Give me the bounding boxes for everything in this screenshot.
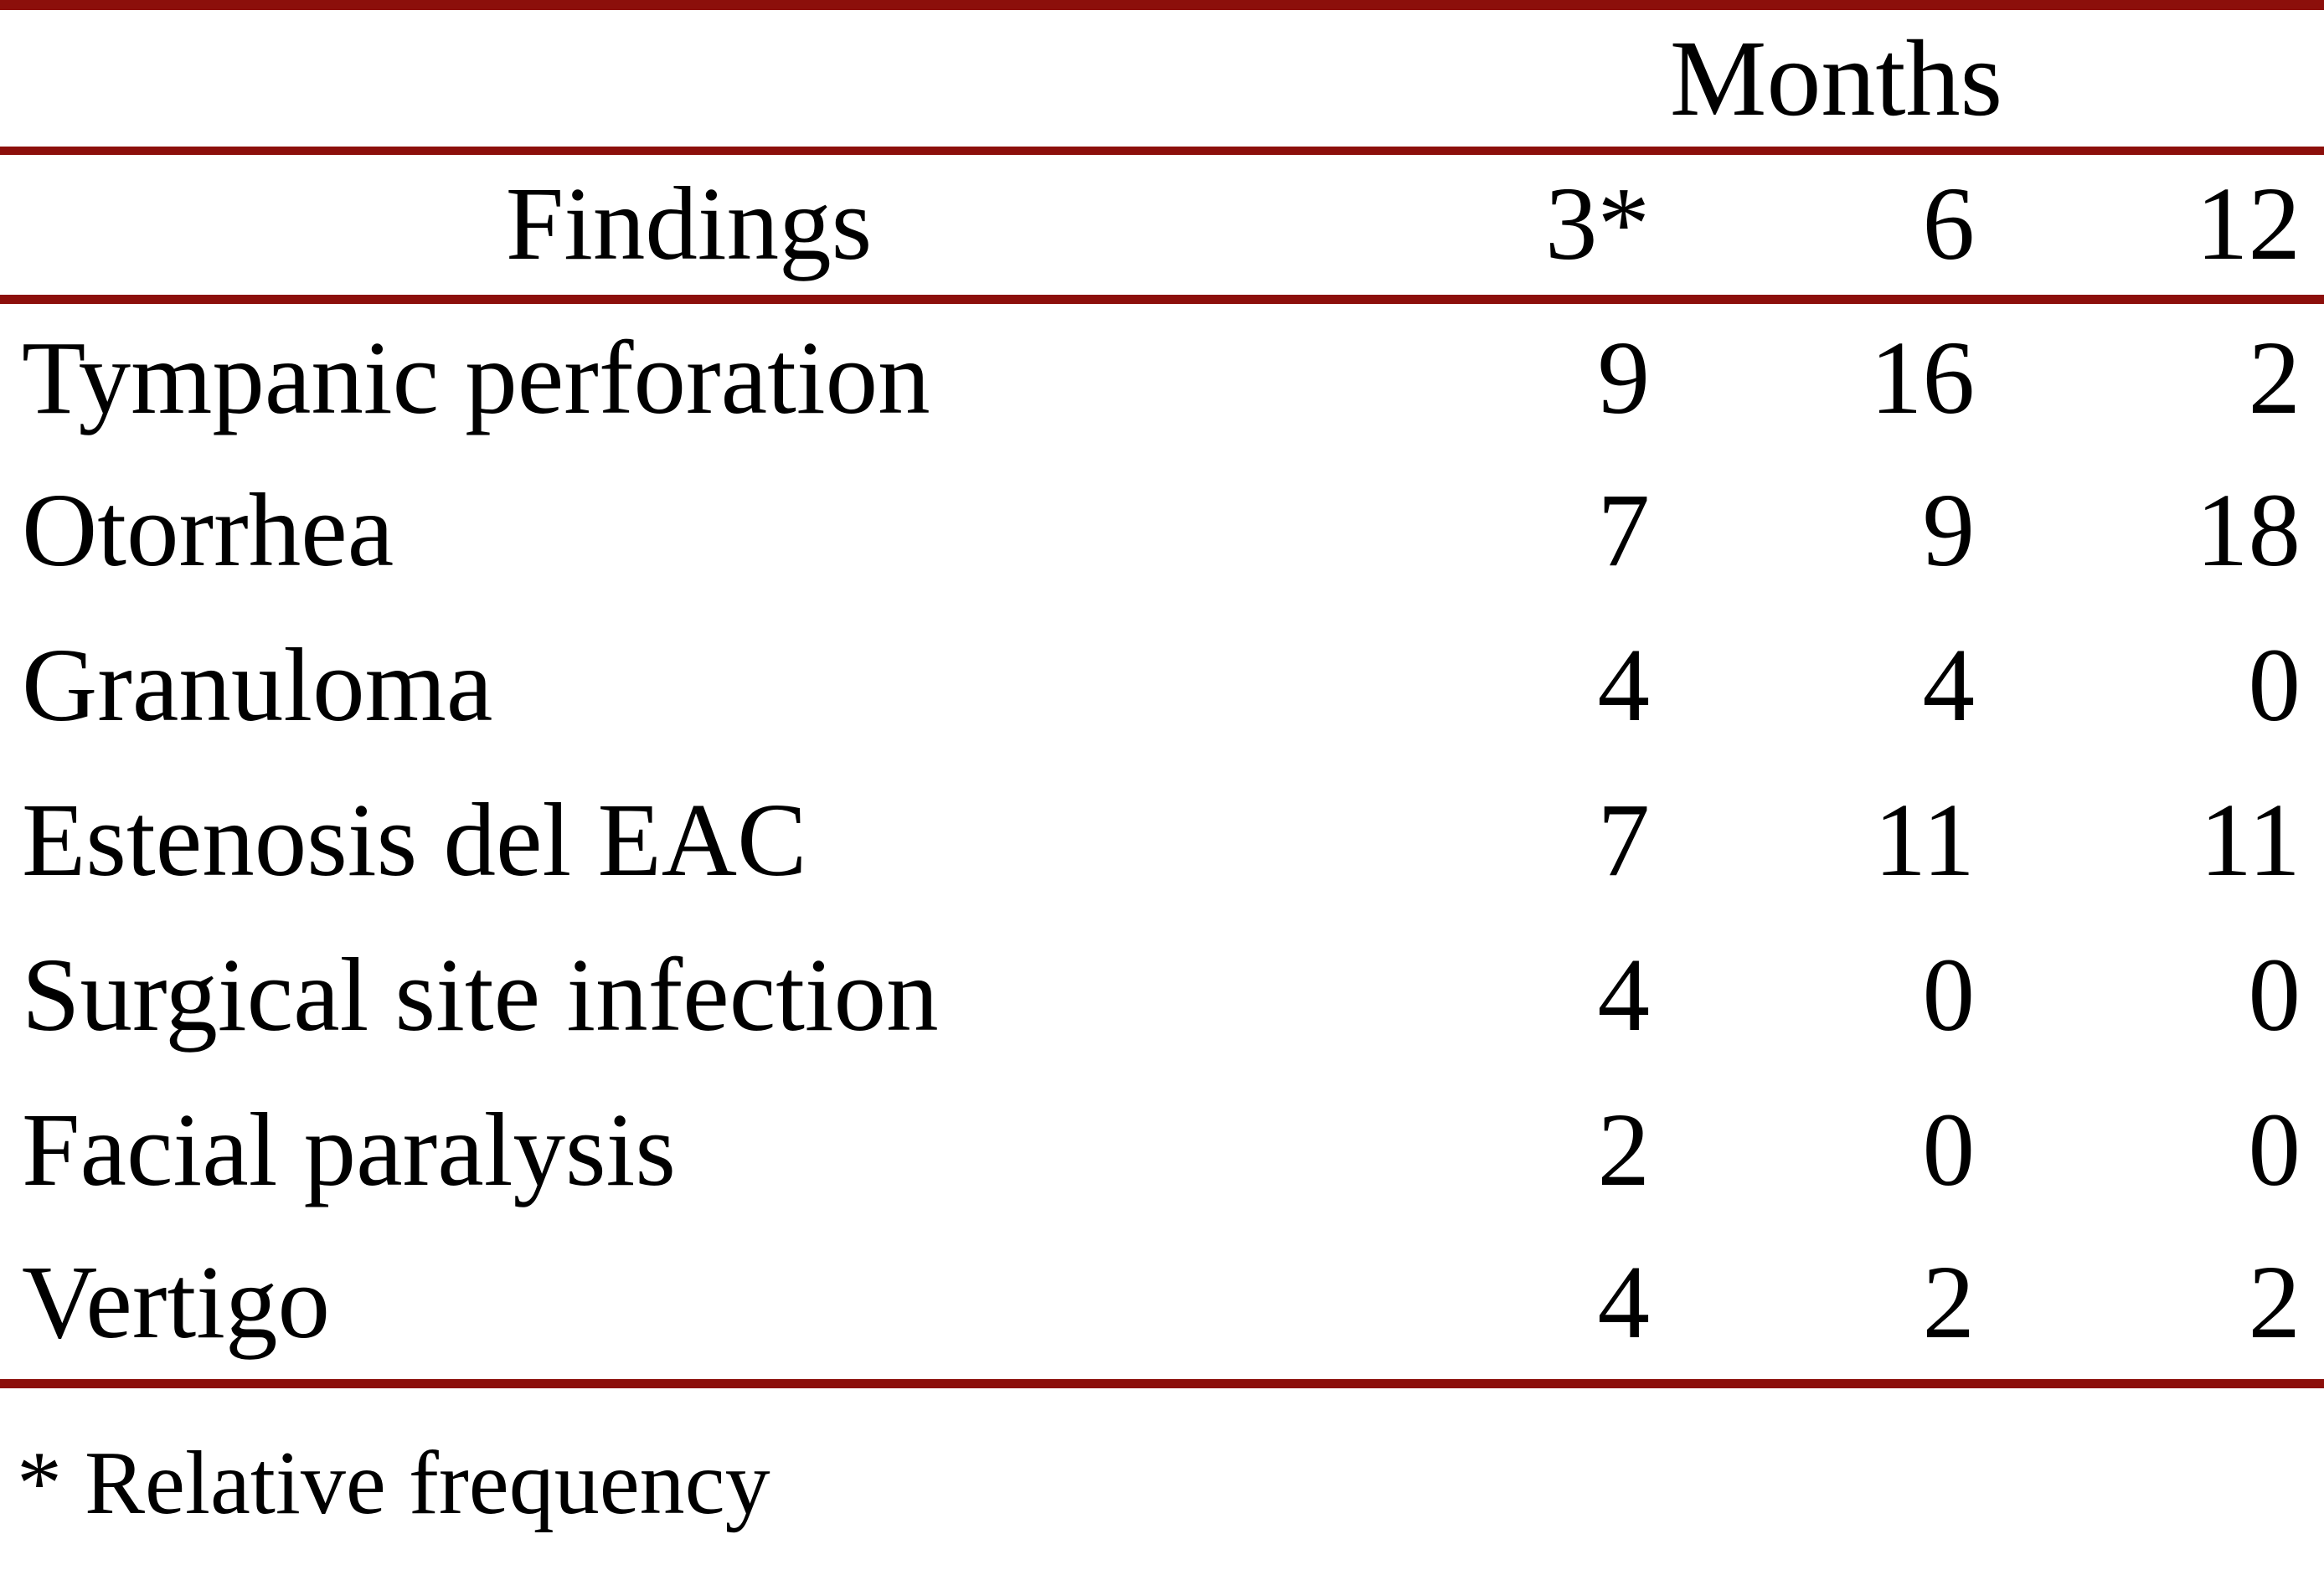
finding-label: Tympanic perforation xyxy=(22,320,930,436)
finding-label: Facial paralysis xyxy=(22,1093,677,1208)
value-month-12: 18 xyxy=(2196,473,2301,589)
finding-label: Estenosis del EAC xyxy=(22,783,807,898)
finding-label: Otorrhea xyxy=(22,473,394,589)
month-3-column-header: 3* xyxy=(1348,151,1673,304)
value-month-6: 0 xyxy=(1922,1093,1976,1208)
finding-label: Surgical site infection xyxy=(22,938,939,1053)
table-row: Granuloma 4 4 0 xyxy=(0,609,2324,764)
value-month-3: 2 xyxy=(1597,1093,1651,1208)
months-row-empty-cell xyxy=(0,5,1348,155)
table-footnote: * Relative frequency xyxy=(17,1433,770,1533)
table-row: Vertigo 4 2 2 xyxy=(0,1228,2324,1388)
value-month-6: 4 xyxy=(1922,628,1976,744)
column-header-row: Findings 3* 6 12 xyxy=(0,151,2324,304)
value-month-3: 7 xyxy=(1597,473,1651,589)
value-month-12: 0 xyxy=(2248,628,2301,744)
finding-label: Vertigo xyxy=(0,1228,1348,1388)
value-month-6: 2 xyxy=(1673,1228,1998,1388)
value-month-3: 9 xyxy=(1597,320,1651,436)
table-row: Otorrhea 7 9 18 xyxy=(0,454,2324,609)
value-month-6: 11 xyxy=(1873,783,1975,898)
value-month-12: 11 xyxy=(2199,783,2301,898)
table-figure: Months Findings 3* 6 12 Tympanic perfora… xyxy=(0,0,2324,1533)
table-row: Surgical site infection 4 0 0 xyxy=(0,919,2324,1073)
table-body: Tympanic perforation 9 16 2 Otorrhea 7 9… xyxy=(0,299,2324,1388)
value-month-3: 4 xyxy=(1348,1228,1673,1388)
table-row: Tympanic perforation 9 16 2 xyxy=(0,299,2324,454)
month-6-column-header: 6 xyxy=(1673,151,1998,304)
value-month-3: 4 xyxy=(1597,628,1651,744)
finding-label: Granuloma xyxy=(22,628,493,744)
value-month-6: 16 xyxy=(1870,320,1975,436)
value-month-12: 0 xyxy=(2248,938,2301,1053)
value-month-6: 9 xyxy=(1922,473,1976,589)
value-month-3: 4 xyxy=(1597,938,1651,1053)
value-month-12: 2 xyxy=(2248,320,2301,436)
value-month-6: 0 xyxy=(1922,938,1976,1053)
table-row: Estenosis del EAC 7 11 11 xyxy=(0,764,2324,919)
value-month-3: 7 xyxy=(1597,783,1651,898)
value-month-12: 0 xyxy=(2248,1093,2301,1208)
table-row: Facial paralysis 2 0 0 xyxy=(0,1073,2324,1228)
months-group-header: Months xyxy=(1348,5,2324,155)
value-month-12: 2 xyxy=(1998,1228,2324,1388)
findings-by-months-table: Months Findings 3* 6 12 Tympanic perfora… xyxy=(0,0,2324,1388)
findings-column-header: Findings xyxy=(0,151,1348,304)
month-12-column-header: 12 xyxy=(1998,151,2324,304)
months-spanner-row: Months xyxy=(0,5,2324,155)
